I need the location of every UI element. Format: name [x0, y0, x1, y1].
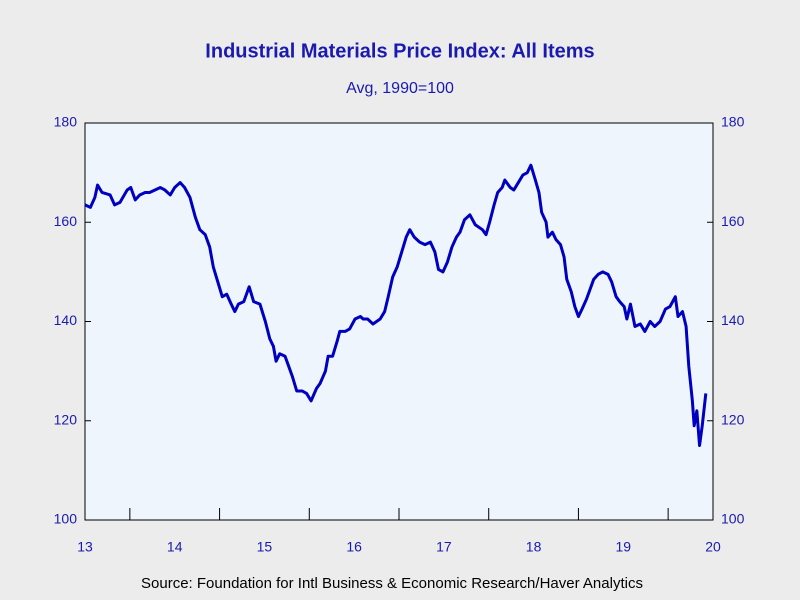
y2-tick-label: 160 [721, 213, 745, 229]
x-tick-label: 18 [526, 539, 542, 555]
x-tick-label: 13 [77, 539, 93, 555]
y2-tick-label: 180 [721, 114, 745, 130]
y2-tick-label: 140 [721, 312, 745, 328]
chart-title: Industrial Materials Price Index: All It… [205, 40, 594, 62]
chart-subtitle: Avg, 1990=100 [346, 80, 454, 97]
y-tick-label: 140 [54, 312, 78, 328]
x-tick-label: 16 [346, 539, 362, 555]
y-tick-label: 180 [54, 114, 78, 130]
plot-area [84, 122, 714, 521]
y2-tick-label: 120 [721, 411, 745, 427]
source-note: Source: Foundation for Intl Business & E… [141, 575, 643, 592]
y-tick-label: 100 [54, 511, 78, 527]
data-line [84, 163, 708, 448]
x-tick-label: 15 [257, 539, 273, 555]
x-tick-label: 19 [615, 539, 631, 555]
y-tick-label: 160 [54, 213, 78, 229]
x-tick-label: 17 [436, 539, 452, 555]
y2-tick-label: 100 [721, 511, 745, 527]
x-tick-label: 20 [705, 539, 721, 555]
y-tick-label: 120 [54, 411, 78, 427]
x-tick-label: 14 [167, 539, 183, 555]
